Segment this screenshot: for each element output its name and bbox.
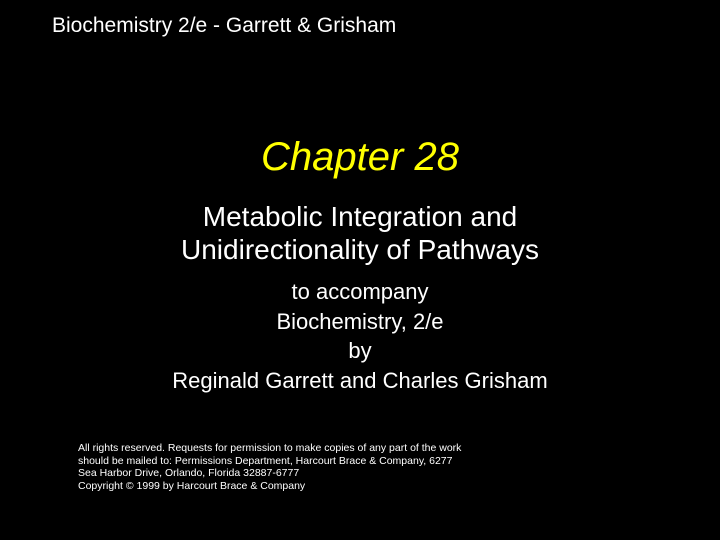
- chapter-subtitle: Metabolic Integration and Unidirectional…: [0, 200, 720, 266]
- copyright-notice: All rights reserved. Requests for permis…: [78, 442, 658, 492]
- book-header: Biochemistry 2/e - Garrett & Grisham: [52, 14, 396, 38]
- copyright-line-3: Sea Harbor Drive, Orlando, Florida 32887…: [78, 467, 299, 479]
- subtitle-line-1: Metabolic Integration and: [203, 201, 517, 232]
- accompany-line-2: Biochemistry, 2/e: [276, 309, 443, 334]
- copyright-line-4: Copyright © 1999 by Harcourt Brace & Com…: [78, 480, 305, 492]
- copyright-line-1: All rights reserved. Requests for permis…: [78, 442, 461, 454]
- chapter-title: Chapter 28: [0, 135, 720, 180]
- subtitle-line-2: Unidirectionality of Pathways: [181, 234, 539, 265]
- accompany-line-1: to accompany: [292, 279, 429, 304]
- copyright-line-2: should be mailed to: Permissions Departm…: [78, 455, 452, 467]
- accompany-line-3: by: [348, 338, 371, 363]
- accompany-line-4: Reginald Garrett and Charles Grisham: [172, 368, 547, 393]
- accompany-block: to accompany Biochemistry, 2/e by Regina…: [0, 277, 720, 396]
